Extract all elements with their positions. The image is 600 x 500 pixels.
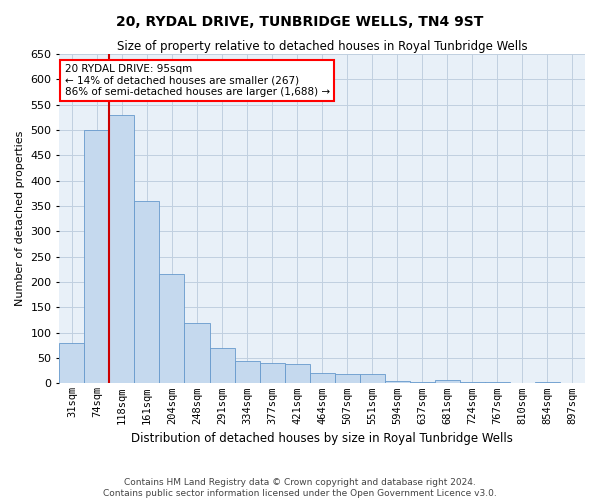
Bar [184, 322, 209, 384]
Title: Size of property relative to detached houses in Royal Tunbridge Wells: Size of property relative to detached ho… [117, 40, 527, 53]
Bar [485, 382, 510, 384]
Bar [59, 343, 85, 384]
Bar [109, 115, 134, 384]
Bar [160, 274, 184, 384]
Bar [360, 374, 385, 384]
Bar [209, 348, 235, 384]
Y-axis label: Number of detached properties: Number of detached properties [15, 131, 25, 306]
Bar [435, 380, 460, 384]
Bar [235, 360, 260, 384]
Bar [284, 364, 310, 384]
Text: 20, RYDAL DRIVE, TUNBRIDGE WELLS, TN4 9ST: 20, RYDAL DRIVE, TUNBRIDGE WELLS, TN4 9S… [116, 15, 484, 29]
Bar [134, 201, 160, 384]
Bar [460, 382, 485, 384]
Bar [535, 382, 560, 384]
Text: 20 RYDAL DRIVE: 95sqm
← 14% of detached houses are smaller (267)
86% of semi-det: 20 RYDAL DRIVE: 95sqm ← 14% of detached … [65, 64, 330, 97]
Bar [385, 381, 410, 384]
Bar [335, 374, 360, 384]
Bar [560, 383, 585, 384]
Bar [310, 374, 335, 384]
Bar [410, 382, 435, 384]
X-axis label: Distribution of detached houses by size in Royal Tunbridge Wells: Distribution of detached houses by size … [131, 432, 513, 445]
Bar [85, 130, 109, 384]
Bar [510, 383, 535, 384]
Bar [260, 363, 284, 384]
Text: Contains HM Land Registry data © Crown copyright and database right 2024.
Contai: Contains HM Land Registry data © Crown c… [103, 478, 497, 498]
